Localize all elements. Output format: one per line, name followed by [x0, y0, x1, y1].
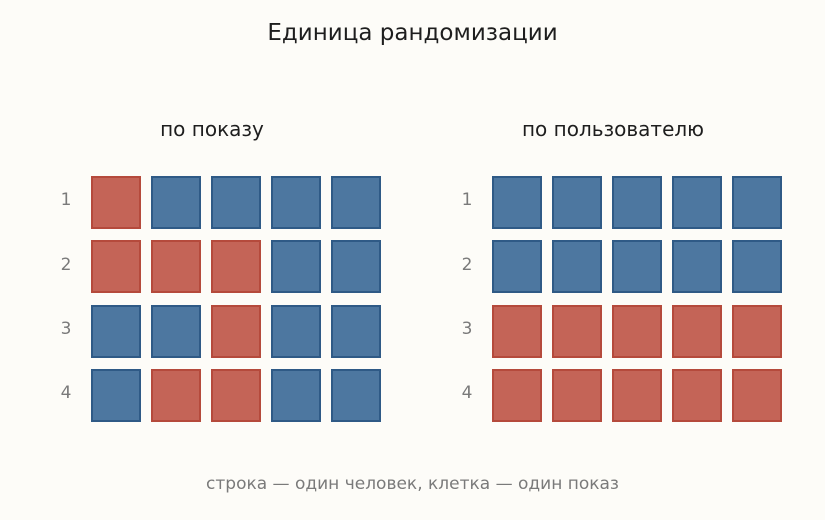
grid-cell-blue [151, 176, 201, 229]
grid-cell-red [211, 305, 261, 358]
grid-cell-blue [271, 176, 321, 229]
grid-cell-red [492, 305, 542, 358]
grid-cell-blue [732, 176, 782, 229]
grid-cell-red [91, 176, 141, 229]
grid-cell-blue [331, 176, 381, 229]
grid-cell-red [91, 240, 141, 293]
grid-cell-red [211, 369, 261, 422]
row-label: 2 [60, 255, 72, 275]
row-label: 3 [60, 319, 72, 339]
grid-cell-red [211, 240, 261, 293]
row-label: 1 [60, 190, 72, 210]
grid-cell-blue [552, 240, 602, 293]
grid-cell-red [151, 369, 201, 422]
grid-cell-blue [91, 305, 141, 358]
grid-cell-blue [91, 369, 141, 422]
grid-cell-blue [331, 305, 381, 358]
panel-title-by-user: по пользователю [521, 117, 705, 141]
diagram-title: Единица рандомизации [267, 20, 558, 46]
grid-cell-red [672, 305, 722, 358]
grid-cell-blue [211, 176, 261, 229]
grid-cell-red [732, 305, 782, 358]
grid-cell-red [151, 240, 201, 293]
grid-cell-red [612, 369, 662, 422]
grid-cell-blue [151, 305, 201, 358]
diagram-caption: строка — один человек, клетка — один пок… [206, 474, 619, 494]
panel-title-by-impression: по показу [160, 117, 264, 141]
grid-cell-blue [672, 176, 722, 229]
grid-cell-blue [672, 240, 722, 293]
grid-cell-blue [271, 305, 321, 358]
grid-cell-blue [271, 369, 321, 422]
row-label: 4 [60, 383, 72, 403]
grid-cell-blue [612, 176, 662, 229]
grid-cell-red [612, 305, 662, 358]
row-label: 2 [461, 255, 473, 275]
grid-cell-blue [271, 240, 321, 293]
grid-cell-blue [331, 369, 381, 422]
grid-cell-red [552, 305, 602, 358]
grid-cell-red [552, 369, 602, 422]
row-label: 1 [461, 190, 473, 210]
grid-cell-blue [331, 240, 381, 293]
grid-cell-red [732, 369, 782, 422]
grid-cell-blue [612, 240, 662, 293]
row-label: 3 [461, 319, 473, 339]
grid-cell-blue [492, 240, 542, 293]
grid-cell-blue [492, 176, 542, 229]
grid-cell-blue [552, 176, 602, 229]
grid-cell-red [492, 369, 542, 422]
grid-cell-red [672, 369, 722, 422]
row-label: 4 [461, 383, 473, 403]
grid-cell-blue [732, 240, 782, 293]
